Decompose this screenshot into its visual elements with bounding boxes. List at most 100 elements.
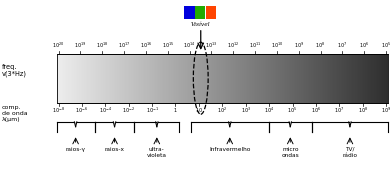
Bar	[224, 54, 225, 103]
Bar	[213, 54, 214, 103]
Bar	[282, 54, 283, 103]
Bar	[177, 54, 179, 103]
Bar	[345, 54, 346, 103]
Bar	[268, 54, 269, 103]
Bar	[104, 54, 105, 103]
Bar	[303, 54, 305, 103]
Bar	[335, 54, 336, 103]
Bar	[119, 54, 120, 103]
Bar	[107, 54, 108, 103]
Bar	[195, 54, 196, 103]
Bar	[149, 54, 150, 103]
Bar	[143, 54, 144, 103]
Text: freq.
v(3*Hz): freq. v(3*Hz)	[2, 64, 27, 77]
Bar	[290, 54, 291, 103]
Bar	[278, 54, 280, 103]
Bar	[164, 54, 165, 103]
Bar	[331, 54, 332, 103]
Bar	[371, 54, 373, 103]
Bar	[58, 54, 59, 103]
Bar	[274, 54, 275, 103]
Bar	[160, 54, 161, 103]
Bar	[96, 54, 98, 103]
Bar	[117, 54, 118, 103]
Text: $10^{-2}$: $10^{-2}$	[122, 106, 135, 115]
Bar	[207, 54, 209, 103]
Bar	[186, 54, 187, 103]
Bar	[225, 54, 227, 103]
Bar	[66, 54, 67, 103]
Bar	[280, 54, 282, 103]
Bar	[285, 54, 287, 103]
Bar	[75, 54, 76, 103]
Bar	[195, 6, 206, 19]
Bar	[127, 54, 128, 103]
Bar	[114, 54, 115, 103]
Bar	[101, 54, 102, 103]
Bar	[59, 54, 60, 103]
Bar	[81, 54, 82, 103]
Bar	[375, 54, 376, 103]
Bar	[283, 54, 284, 103]
Bar	[240, 54, 241, 103]
Bar	[93, 54, 94, 103]
Bar	[101, 54, 103, 103]
Bar	[198, 54, 200, 103]
Bar	[363, 54, 364, 103]
Bar	[309, 54, 310, 103]
Bar	[71, 54, 72, 103]
Bar	[216, 54, 217, 103]
Bar	[191, 54, 193, 103]
Bar	[257, 54, 258, 103]
Bar	[210, 54, 211, 103]
Bar	[357, 54, 358, 103]
Bar	[354, 54, 355, 103]
Bar	[77, 54, 78, 103]
Bar	[384, 54, 385, 103]
Bar	[304, 54, 306, 103]
Text: $10^{6}$: $10^{6}$	[359, 41, 369, 50]
Bar	[212, 54, 214, 103]
Bar	[346, 54, 347, 103]
Bar	[129, 54, 130, 103]
Bar	[306, 54, 307, 103]
Bar	[355, 54, 356, 103]
Bar	[386, 54, 387, 103]
Bar	[188, 54, 189, 103]
Bar	[108, 54, 109, 103]
Bar	[135, 54, 136, 103]
Bar	[69, 54, 70, 103]
Bar	[102, 54, 103, 103]
Bar	[216, 54, 218, 103]
Bar	[208, 54, 209, 103]
Bar	[372, 54, 374, 103]
Bar	[312, 54, 313, 103]
Bar	[349, 54, 350, 103]
Bar	[175, 54, 176, 103]
Bar	[320, 54, 321, 103]
Bar	[169, 54, 170, 103]
Bar	[379, 54, 380, 103]
Bar	[206, 6, 216, 19]
Text: $10^{11}$: $10^{11}$	[249, 41, 261, 50]
Bar	[68, 54, 69, 103]
Text: $10^{10}$: $10^{10}$	[271, 41, 283, 50]
Text: $10^{-1}$: $10^{-1}$	[145, 106, 159, 115]
Bar	[308, 54, 309, 103]
Bar	[264, 54, 265, 103]
Bar	[63, 54, 64, 103]
Bar	[305, 54, 307, 103]
Bar	[329, 54, 330, 103]
Bar	[275, 54, 277, 103]
Bar	[271, 54, 272, 103]
Bar	[277, 54, 278, 103]
Bar	[370, 54, 372, 103]
Bar	[308, 54, 310, 103]
Bar	[301, 54, 302, 103]
Bar	[287, 54, 288, 103]
Bar	[221, 54, 222, 103]
Text: $10^{5}$: $10^{5}$	[381, 41, 390, 50]
Bar	[374, 54, 375, 103]
Bar	[199, 54, 200, 103]
Bar	[206, 54, 207, 103]
